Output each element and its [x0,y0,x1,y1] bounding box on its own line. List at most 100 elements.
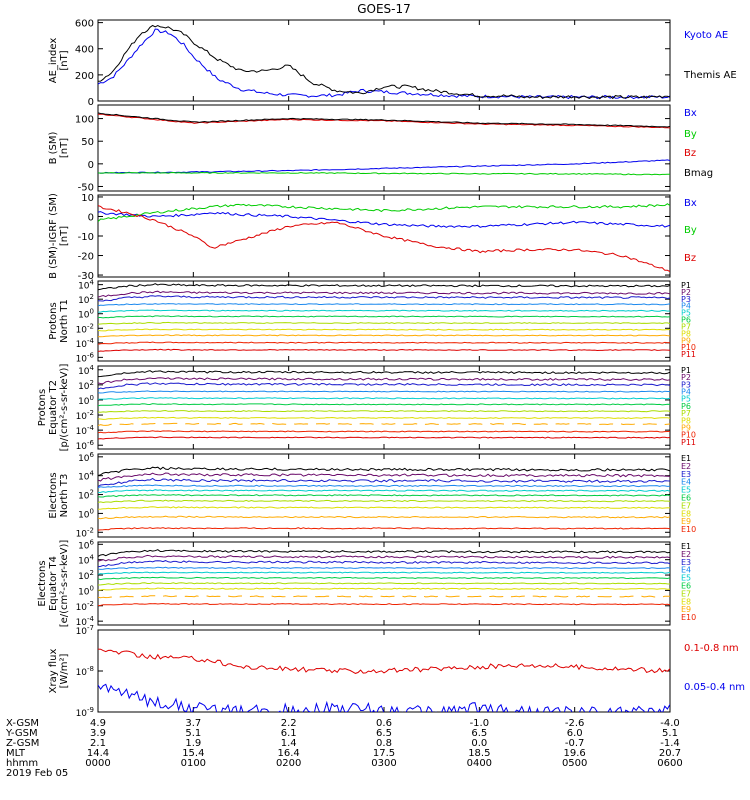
legend-e1: E1 [681,454,691,463]
panel-1: 600 400 200 0 AE_index [nT] Kyoto AE Themis AE [48,19,737,108]
series-line-by [98,203,670,222]
plot-frame [97,104,671,192]
y-tick-label: 100 [78,308,94,321]
legend-p4: P4 [681,388,691,397]
y-tick-label: 10-6 [76,439,95,452]
legend-p6: P6 [681,316,691,325]
legend-e5: E5 [681,574,691,583]
series-line-p11 [98,436,670,440]
legend-e6: E6 [681,582,691,591]
series-line-p4 [98,303,670,307]
series-line-e10 [98,527,670,531]
legend-p5: P5 [681,309,691,318]
legend-e5: E5 [681,486,691,495]
legend-p5: P5 [681,395,691,404]
x-axis-value: -2.6 [565,718,585,729]
y-axis-label: AE_index [48,38,59,84]
legend-bx: Bx [684,198,697,209]
y-axis-label: Equator T4 [48,556,59,611]
legend-e9: E9 [681,517,691,526]
series-line-themis-ae [98,24,670,100]
x-axis-value: 0200 [276,758,301,769]
legend-e7: E7 [681,589,691,598]
legend-p9: P9 [681,336,691,345]
series-line-e5 [98,571,670,575]
legend-e2: E2 [681,550,691,559]
series-line-e2 [98,554,670,562]
legend-e2: E2 [681,462,691,471]
legend-kyoto-ae: Kyoto AE [684,30,728,41]
series-line-p4 [98,390,670,394]
y-tick-label: 400 [75,45,94,56]
y-tick-label: 10-2 [76,600,94,613]
x-axis-value: -0.7 [565,738,585,749]
panel-7: 106 104 102 100 10-2 10-4 Electrons Equator T4[… [37,538,696,628]
y-axis-label: North T1 [59,299,70,343]
legend-bz: Bz [684,148,696,159]
x-axis-row-label: 2019 Feb 05 [6,768,68,779]
series-line-bx [98,211,670,228]
plot-frame [97,629,671,713]
legend-e8: E8 [681,509,691,518]
series-group [98,203,670,273]
x-axis-value: 0600 [657,758,682,769]
series-line-p9 [98,422,670,426]
x-axis-value: 1.9 [185,738,201,749]
plot-frame [97,19,671,102]
y-tick-label: 200 [75,71,94,82]
legend-0-05-0-4-nm: 0.05-0.4 nm [684,682,745,693]
panel-2: 100 50 0 -50 B (SM) [nT] Bx By Bz Bmag [48,104,713,193]
series-line-e5 [98,489,670,493]
series-group [98,648,670,712]
y-tick-label: 10 [81,193,94,204]
panel-3: 10 0 -10 -20 -30 B (SM)-IGRF (SM) [nT] Bx By Bz [48,193,697,282]
y-tick-label: 102 [78,489,94,502]
series-line-p7 [98,321,670,325]
series-group [98,370,670,440]
series-line-e9 [98,595,670,599]
x-axis-value: 0100 [181,758,206,769]
y-tick-label: 104 [78,554,94,567]
y-tick-label: -10 [78,232,94,243]
figure-title: GOES-17 [357,2,411,16]
y-tick-label: -50 [78,182,94,193]
legend-p4: P4 [681,302,691,311]
legend-p3: P3 [681,295,691,304]
series-line-p1 [98,370,670,378]
legend-e1: E1 [681,542,691,551]
y-tick-label: 10-2 [76,409,94,422]
y-axis-unit: [p/(cm²-s-sr-keV)] [59,364,70,452]
y-tick-label: 106 [78,538,94,551]
legend-bz: Bz [684,253,696,264]
y-axis-unit: [nT] [59,138,70,158]
legend-bmag: Bmag [684,168,713,179]
y-tick-label: 104 [78,470,94,483]
series-group [98,466,670,531]
legend-p6: P6 [681,402,691,411]
y-tick-label: 10-8 [76,665,94,678]
y-axis-unit: [nT] [59,50,70,70]
y-tick-label: 100 [78,507,94,520]
series-group [98,24,670,100]
series-line-by [98,171,670,176]
legend-p11: P11 [681,350,696,359]
series-line-0-05-0-4-nm [98,683,670,712]
series-line-p8 [98,416,670,420]
x-axis-value: 0.0 [471,738,487,749]
series-line-p8 [98,328,670,332]
legend-e7: E7 [681,501,691,510]
y-tick-label: 10-7 [76,624,94,637]
y-axis-label: B (SM)-IGRF (SM) [48,193,59,279]
legend-p3: P3 [681,380,691,389]
x-axis-row-label: MLT [6,748,26,759]
legend-p1: P1 [681,281,691,290]
series-line-0-1-0-8-nm [98,648,670,674]
legend-p8: P8 [681,416,691,425]
series-line-p7 [98,409,670,413]
series-line-e8 [98,506,670,510]
legend-p10: P10 [681,343,696,352]
legend-p7: P7 [681,409,691,418]
